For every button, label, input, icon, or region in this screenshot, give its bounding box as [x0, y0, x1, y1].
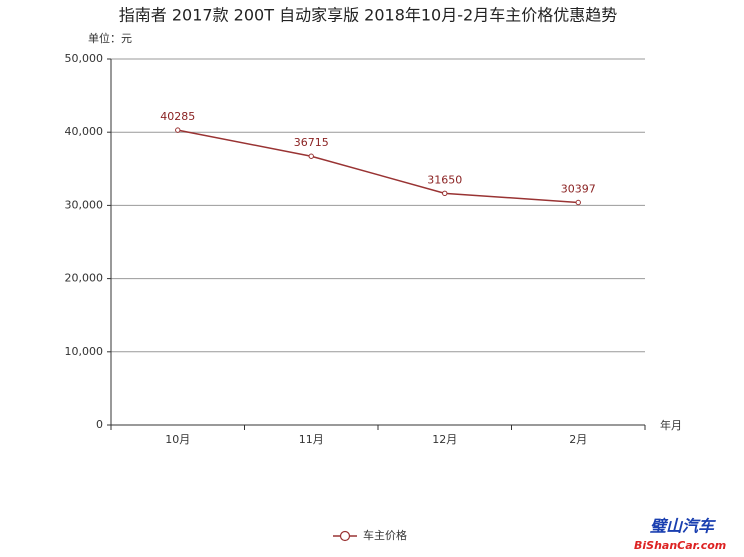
legend-marker: [339, 530, 351, 542]
y-tick-label: 20,000: [65, 272, 104, 285]
data-label: 31650: [427, 173, 462, 186]
x-tick-label: 12月: [432, 433, 457, 446]
y-tick-label: 40,000: [65, 125, 104, 138]
y-tick-label: 50,000: [65, 52, 104, 65]
data-label: 36715: [294, 136, 329, 149]
point: [442, 190, 448, 197]
data-label: 30397: [561, 182, 596, 195]
x-tick-label: 2月: [569, 433, 587, 446]
x-tick-label: 11月: [299, 433, 324, 446]
chart-title: 指南者 2017款 200T 自动家享版 2018年10月-2月车主价格优惠趋势: [119, 6, 617, 25]
y-tick-label: 10,000: [65, 345, 104, 358]
x-tick-label: 10月: [165, 433, 190, 446]
y-tick-label: 30,000: [65, 198, 104, 211]
y-unit: 单位：元: [88, 31, 132, 45]
point: [175, 127, 181, 133]
watermark: 璧山汽车: [650, 517, 716, 536]
line: [177, 129, 579, 204]
y-tick-label: 0: [96, 418, 103, 431]
x-axis-label: 年月: [660, 418, 682, 432]
point: [575, 199, 581, 206]
point: [308, 153, 314, 159]
legend-label: 车主价格: [363, 528, 407, 542]
data-label: 40285: [160, 110, 195, 123]
watermark: BiShanCar.com: [634, 539, 726, 552]
